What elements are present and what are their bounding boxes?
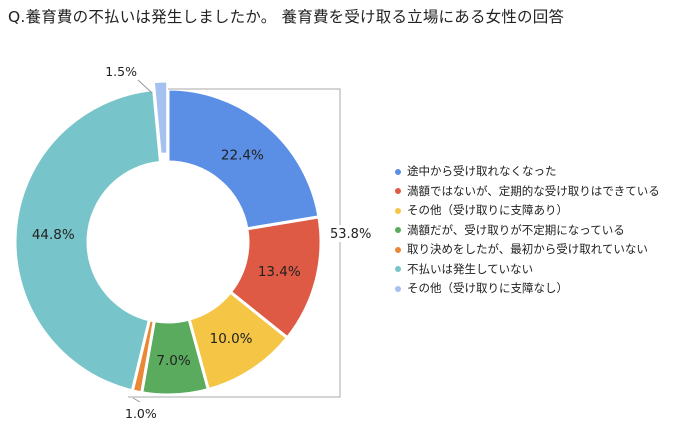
leader-line (137, 79, 153, 94)
slice-value-label: 1.5% (105, 64, 137, 79)
donut-slices (13, 79, 323, 397)
slice-value-label: 13.4% (258, 264, 301, 280)
bracket-label-bg (328, 225, 372, 242)
legend-item: 取り決めをしたが、最初から受け取れていない (395, 240, 660, 260)
leader-line (132, 397, 141, 403)
legend-marker (395, 188, 401, 195)
legend-label: 満額だが、受け取りが不定期になっている (407, 222, 625, 237)
legend-item: その他（受け取りに支障あり） (395, 201, 660, 221)
legend-item: 満額だが、受け取りが不定期になっている (395, 221, 660, 241)
slice-value-label: 7.0% (156, 353, 190, 369)
slice-value-label: 10.0% (210, 331, 253, 347)
legend-label: 不払いは発生していない (407, 261, 534, 276)
donut-slice (151, 79, 170, 156)
legend-label: その他（受け取りに支障なし） (407, 281, 568, 295)
slice-value-label: 22.4% (221, 147, 264, 163)
legend-item: 不払いは発生していない (395, 260, 660, 280)
legend-marker (395, 207, 401, 214)
donut-labels: 22.4% 13.4% 10.0% 7.0% 1.0% 44.8% 1.5% (32, 64, 301, 421)
bracket-line (128, 88, 341, 398)
legend-label: 取り決めをしたが、最初から受け取れていない (407, 242, 648, 256)
bracket-total-label: 53.8% (330, 227, 371, 242)
legend-label: その他（受け取りに支障あり） (407, 203, 568, 217)
slice-value-label: 1.0% (125, 406, 157, 421)
donut-slice (13, 88, 163, 393)
legend-marker (395, 168, 401, 175)
legend-marker (395, 285, 401, 292)
slice-value-label: 44.8% (32, 227, 75, 243)
legend-item: その他（受け取りに支障なし） (395, 279, 660, 299)
legend-item: 満額ではないが、定期的な受け取りはできている (395, 182, 660, 202)
donut-slice (166, 87, 321, 231)
chart-title: Q.養育費の不払いは発生しましたか。 養育費を受け取る立場にある女性の回答 (8, 8, 565, 26)
legend-marker (395, 227, 401, 234)
legend-label: 途中から受け取れなくなった (407, 164, 557, 178)
legend-marker (395, 246, 401, 253)
legend-marker (395, 266, 401, 273)
legend-item: 途中から受け取れなくなった (395, 162, 660, 182)
legend-label: 満額ではないが、定期的な受け取りはできている (407, 183, 660, 198)
legend: 途中から受け取れなくなった満額ではないが、定期的な受け取りはできている その他（受… (395, 162, 660, 299)
